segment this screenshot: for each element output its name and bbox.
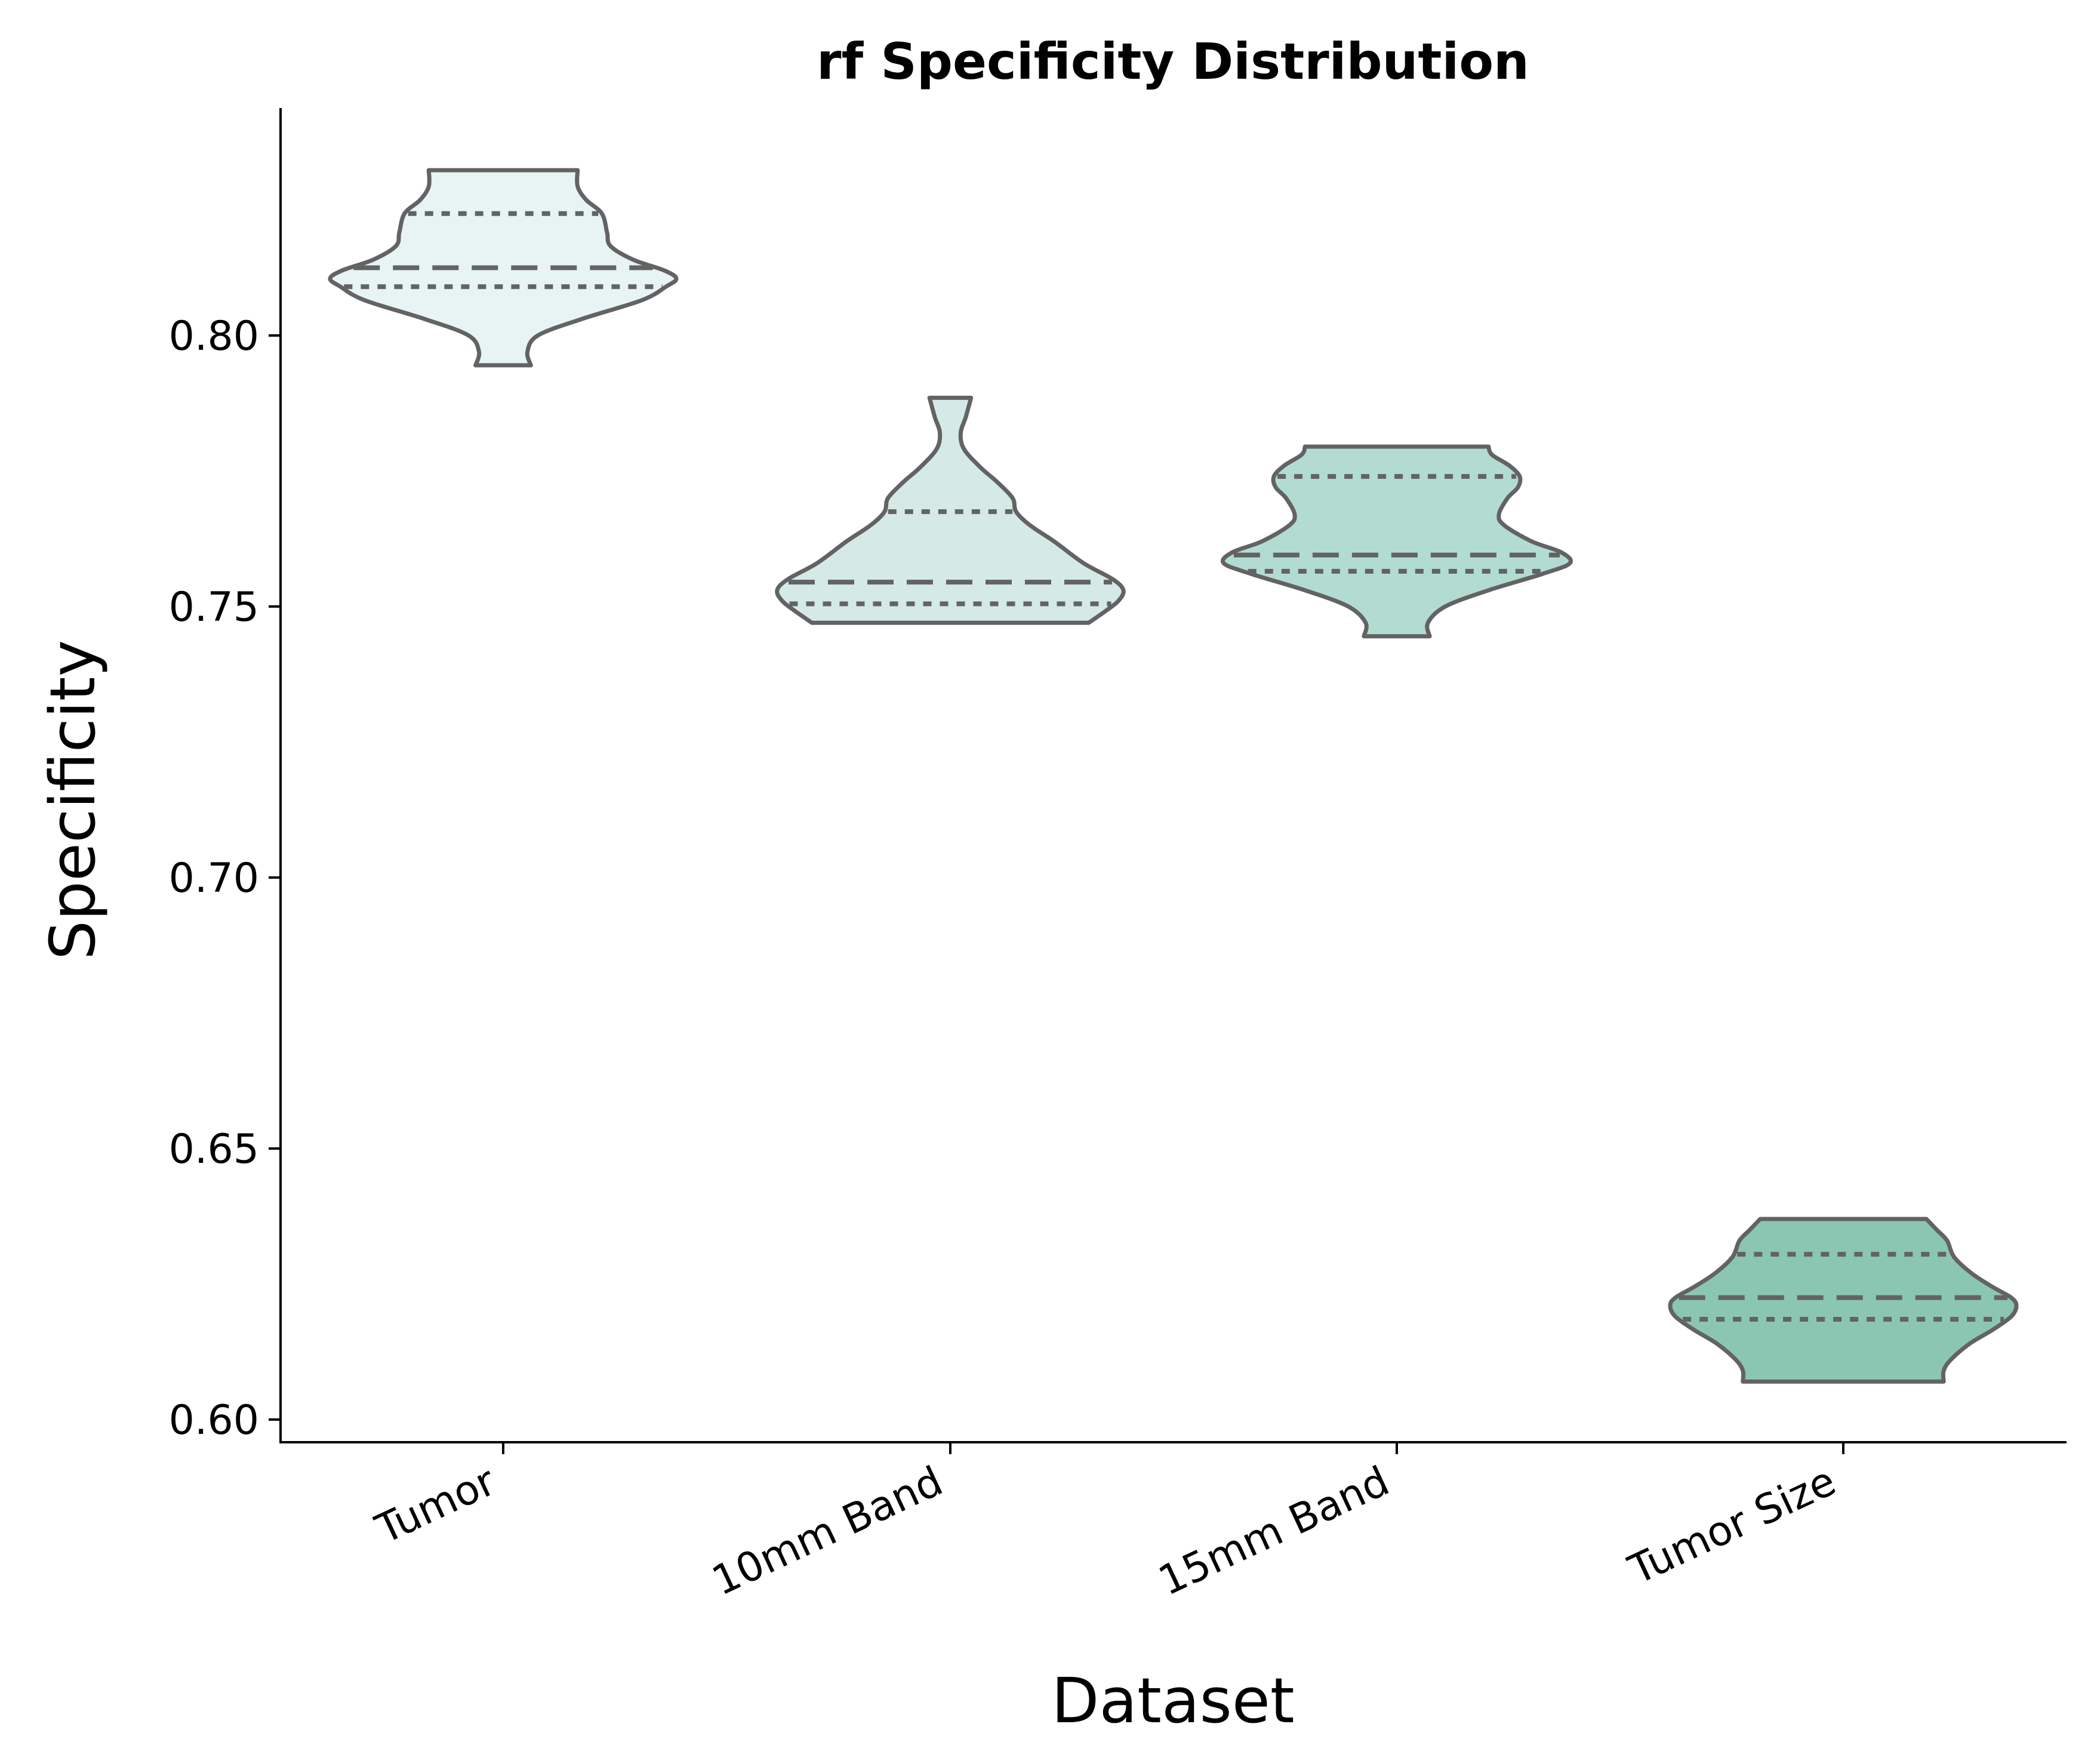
x-axis-label: Dataset — [1051, 1664, 1294, 1737]
y-axis-label: Specificity — [36, 640, 109, 960]
violin-body — [1668, 1217, 2019, 1384]
y-tick-label: 0.75 — [169, 584, 259, 631]
violin-3 — [1221, 444, 1573, 639]
y-axis-ticks: 0.60 0.65 0.70 0.75 0.80 — [169, 313, 281, 1444]
y-tick-label: 0.70 — [169, 855, 259, 902]
violin-body — [775, 395, 1126, 625]
violin-2 — [775, 395, 1126, 625]
violin-body — [1221, 444, 1573, 639]
y-tick-label: 0.60 — [169, 1397, 259, 1444]
y-tick-label: 0.80 — [169, 313, 259, 360]
violin-4 — [1668, 1217, 2019, 1384]
y-tick-label: 0.65 — [169, 1126, 259, 1173]
chart-title: rf Specificity Distribution — [817, 32, 1529, 91]
violin-1 — [328, 168, 679, 368]
violin-body — [328, 168, 679, 368]
violins-layer — [328, 168, 2019, 1384]
